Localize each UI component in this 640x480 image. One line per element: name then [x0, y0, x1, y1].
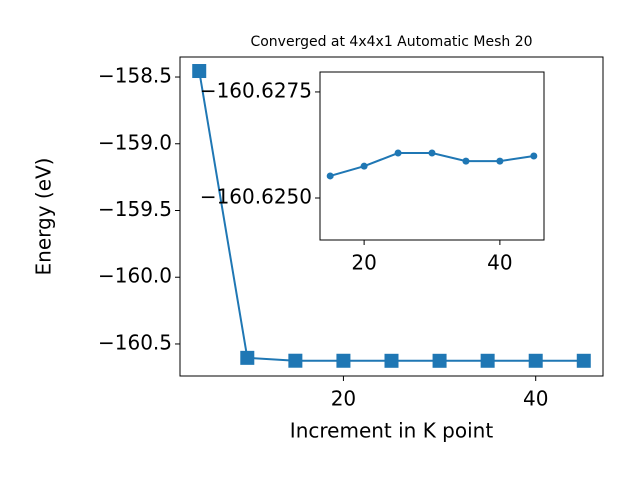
marker — [480, 353, 495, 368]
marker — [360, 162, 368, 170]
marker — [288, 353, 303, 368]
y-tick-label: −159.0 — [98, 130, 172, 154]
marker — [428, 149, 436, 157]
marker — [530, 152, 538, 160]
x-axis-label: Increment in K point — [290, 419, 494, 443]
marker — [432, 353, 447, 368]
marker — [326, 172, 334, 180]
marker — [384, 353, 399, 368]
y-tick-label: −159.5 — [98, 197, 172, 221]
y-tick-label: −160.6250 — [200, 185, 312, 209]
marker — [576, 353, 591, 368]
y-axis-label: Energy (eV) — [32, 158, 56, 276]
y-tick-label: −160.5 — [98, 330, 172, 354]
y-tick-label: −160.6275 — [200, 78, 312, 102]
marker — [192, 64, 207, 79]
y-tick-label: −158.5 — [98, 64, 172, 88]
marker — [496, 157, 504, 165]
x-tick-label: 20 — [351, 251, 376, 275]
marker — [394, 149, 402, 157]
marker — [462, 157, 470, 165]
marker — [528, 353, 543, 368]
marker — [336, 353, 351, 368]
x-tick-label: 40 — [487, 251, 512, 275]
marker — [240, 350, 255, 365]
y-tick-label: −160.0 — [98, 264, 172, 288]
x-tick-label: 20 — [331, 387, 356, 411]
chart-title: Converged at 4x4x1 Automatic Mesh 20 — [250, 34, 532, 50]
x-tick-label: 40 — [523, 387, 548, 411]
